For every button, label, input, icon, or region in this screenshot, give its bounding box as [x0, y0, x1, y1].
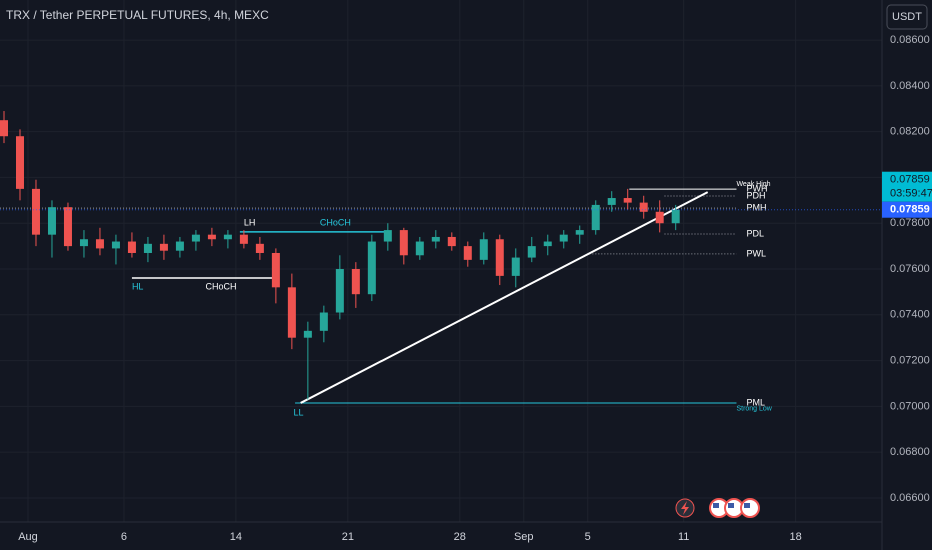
candle-body — [47, 207, 56, 235]
last-price-box — [882, 171, 932, 202]
y-tick-label: 0.07600 — [890, 263, 930, 275]
candle-body — [575, 230, 584, 235]
level-label: PWL — [746, 248, 766, 258]
candle-body — [495, 239, 504, 276]
y-tick-label: 0.06800 — [890, 446, 930, 458]
candle-body — [303, 330, 312, 338]
y-tick-label: 0.08400 — [890, 80, 930, 92]
annotation: Strong Low — [736, 406, 772, 413]
annotation: HL — [132, 282, 144, 292]
level-label: PML — [746, 397, 765, 407]
candle-body — [511, 257, 520, 276]
x-tick-label: Aug — [18, 531, 38, 543]
candle-body — [191, 234, 200, 242]
last-price-tag — [882, 201, 932, 218]
x-tick-label: 18 — [790, 531, 802, 543]
x-tick-label: 28 — [454, 531, 466, 543]
candle-body — [95, 239, 104, 249]
y-tick-label: 0.08600 — [890, 34, 930, 46]
candle-body — [319, 312, 328, 331]
currency-label[interactable]: USDT — [892, 11, 922, 23]
candle-body — [175, 241, 184, 251]
candle-body — [143, 243, 152, 253]
candle-body — [287, 287, 296, 338]
x-tick-label: 21 — [342, 531, 354, 543]
candle-body — [383, 230, 392, 242]
chart-title: TRX / Tether PERPETUAL FUTURES, 4h, MEXC — [6, 8, 269, 22]
x-tick-label: 6 — [121, 531, 127, 543]
y-tick-label: 0.07000 — [890, 400, 930, 412]
x-tick-label: 14 — [230, 531, 242, 543]
candle-body — [655, 211, 664, 224]
candle-body — [0, 120, 8, 137]
grid — [0, 0, 882, 522]
candle-body — [239, 234, 248, 244]
x-tick-label: 5 — [585, 531, 591, 543]
level-label: PDH — [746, 190, 765, 200]
candle-body — [431, 236, 440, 242]
candle-body — [79, 239, 88, 247]
countdown-label: 03:59:47 — [890, 188, 932, 200]
candle-body — [111, 241, 120, 249]
y-tick-label: 0.08200 — [890, 126, 930, 138]
annotation: Weak High — [736, 181, 770, 188]
y-tick-label: 0.07800 — [890, 217, 930, 229]
candle-body — [559, 234, 568, 242]
x-tick-label: 11 — [678, 531, 689, 543]
y-tick-label: 0.07200 — [890, 354, 930, 366]
candle-body — [527, 246, 536, 258]
last-price-upper: 0.07859 — [890, 174, 930, 186]
annotation: CHoCH — [206, 282, 237, 292]
trendline — [300, 191, 709, 404]
candle-body — [351, 269, 360, 295]
candle-body — [399, 230, 408, 256]
candle-body — [255, 243, 264, 253]
currency-button[interactable] — [886, 4, 928, 30]
level-label: PMH — [746, 202, 766, 212]
candle-body — [415, 241, 424, 256]
candle-body — [591, 204, 600, 231]
y-tick-label: 0.06600 — [890, 492, 930, 504]
annotation: LH — [244, 218, 256, 228]
candle-body — [31, 188, 40, 235]
candle-body — [543, 241, 552, 247]
candle-body — [15, 136, 24, 189]
annotation: LL — [293, 408, 303, 418]
level-label: PWH — [746, 183, 767, 193]
candle-body — [127, 241, 136, 253]
last-price-label: 0.07859 — [890, 204, 930, 216]
candle-body — [63, 207, 72, 247]
candle-body — [463, 246, 472, 260]
x-tick-label: Sep — [514, 531, 534, 543]
candle-body — [671, 209, 680, 224]
candle-body — [223, 234, 232, 240]
candle-body — [335, 269, 344, 313]
candle-body — [367, 241, 376, 295]
candle-body — [207, 234, 216, 240]
candle-body — [159, 243, 168, 251]
level-label: PDL — [746, 228, 764, 238]
candle-body — [607, 198, 616, 205]
candle-body — [271, 252, 280, 288]
candle-body — [447, 236, 456, 247]
annotation: CHoCH — [320, 218, 351, 228]
event-icons — [675, 498, 760, 518]
candle-body — [479, 239, 488, 260]
candle-body — [623, 198, 632, 203]
candle-body — [639, 202, 648, 212]
y-tick-label: 0.07400 — [890, 309, 930, 321]
